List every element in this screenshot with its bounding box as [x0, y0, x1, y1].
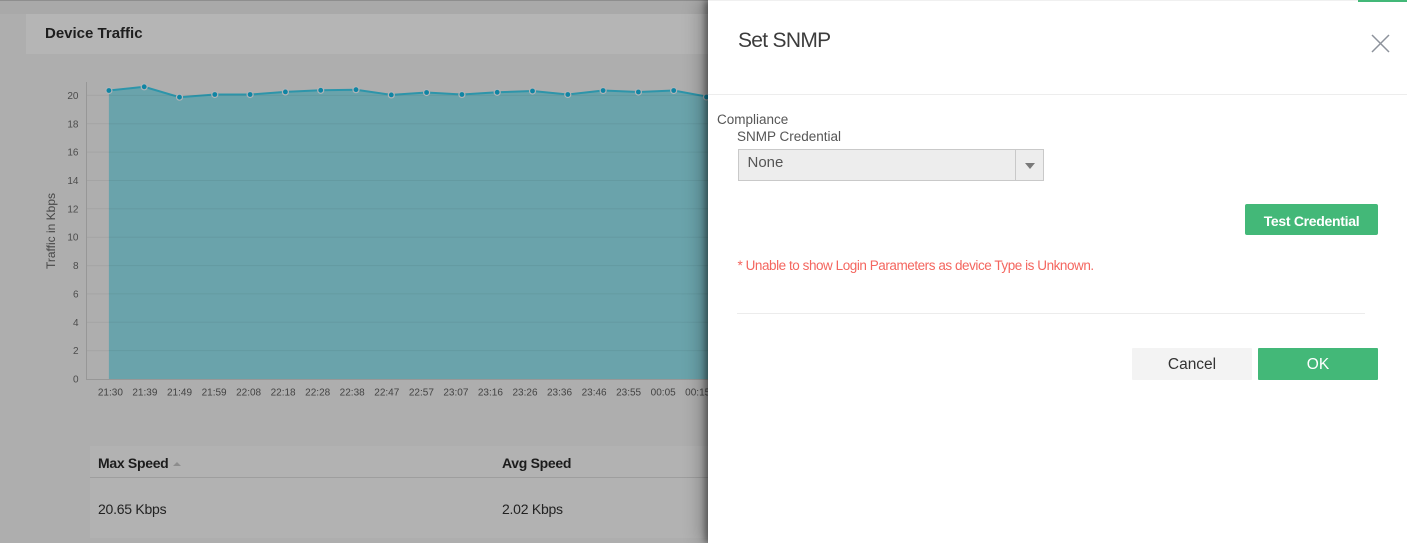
svg-text:23:55: 23:55: [616, 388, 641, 399]
svg-text:21:39: 21:39: [132, 388, 157, 399]
svg-text:22:18: 22:18: [271, 388, 296, 399]
svg-text:0: 0: [73, 375, 79, 386]
svg-text:22:57: 22:57: [409, 388, 434, 399]
svg-text:23:07: 23:07: [443, 388, 468, 399]
svg-text:22:28: 22:28: [305, 388, 330, 399]
svg-text:22:08: 22:08: [236, 388, 261, 399]
svg-text:12: 12: [67, 204, 79, 215]
svg-text:23:46: 23:46: [582, 388, 607, 399]
svg-text:23:36: 23:36: [547, 388, 572, 399]
svg-text:6: 6: [73, 289, 79, 300]
svg-text:16: 16: [67, 148, 79, 159]
svg-text:21:49: 21:49: [167, 388, 192, 399]
svg-text:00:15: 00:15: [685, 388, 710, 399]
svg-text:22:47: 22:47: [374, 388, 399, 399]
svg-text:18: 18: [67, 119, 79, 130]
svg-text:23:26: 23:26: [512, 388, 537, 399]
svg-text:21:30: 21:30: [98, 388, 123, 399]
svg-text:23:16: 23:16: [478, 388, 503, 399]
svg-text:00:05: 00:05: [651, 388, 676, 399]
svg-text:2: 2: [73, 346, 79, 357]
svg-text:10: 10: [67, 233, 79, 244]
svg-text:Traffic in Kbps: Traffic in Kbps: [44, 193, 58, 269]
svg-text:4: 4: [73, 318, 79, 329]
svg-text:20: 20: [67, 91, 79, 102]
svg-text:22:38: 22:38: [340, 388, 365, 399]
svg-text:21:59: 21:59: [202, 388, 227, 399]
svg-text:8: 8: [73, 261, 79, 272]
svg-text:14: 14: [67, 176, 79, 187]
